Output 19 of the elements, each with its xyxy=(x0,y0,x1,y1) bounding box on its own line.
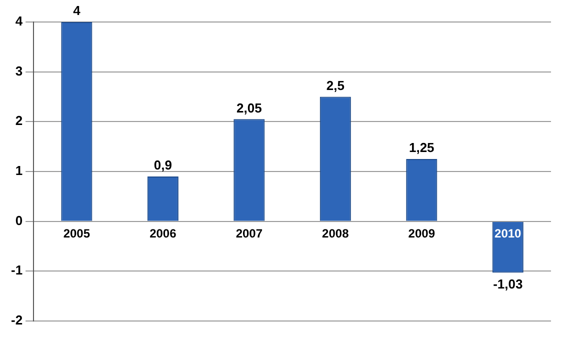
y-tick-label: 3 xyxy=(15,63,23,78)
y-tick-label: 2 xyxy=(15,113,23,128)
data-label: 1,25 xyxy=(408,140,434,156)
data-label: 2,05 xyxy=(236,100,262,116)
y-tick-label: 4 xyxy=(15,14,24,29)
data-label: 2,5 xyxy=(326,78,344,93)
x-tick-label: 2008 xyxy=(322,226,350,241)
x-tick-label: 2005 xyxy=(63,226,90,241)
data-label: 0,9 xyxy=(154,158,172,173)
y-tick-label: 1 xyxy=(15,163,23,178)
data-label: 4 xyxy=(73,3,82,18)
y-tick-label: -2 xyxy=(10,312,23,328)
x-tick-label: 2006 xyxy=(150,226,177,241)
y-tick-label: -1 xyxy=(10,262,23,278)
data-label: -1,03 xyxy=(493,276,523,292)
x-tick-label: 2009 xyxy=(408,226,436,241)
y-tick-label: 0 xyxy=(15,212,23,228)
x-tick-label: 2010 xyxy=(494,226,522,241)
x-tick-label: 2007 xyxy=(236,226,263,241)
